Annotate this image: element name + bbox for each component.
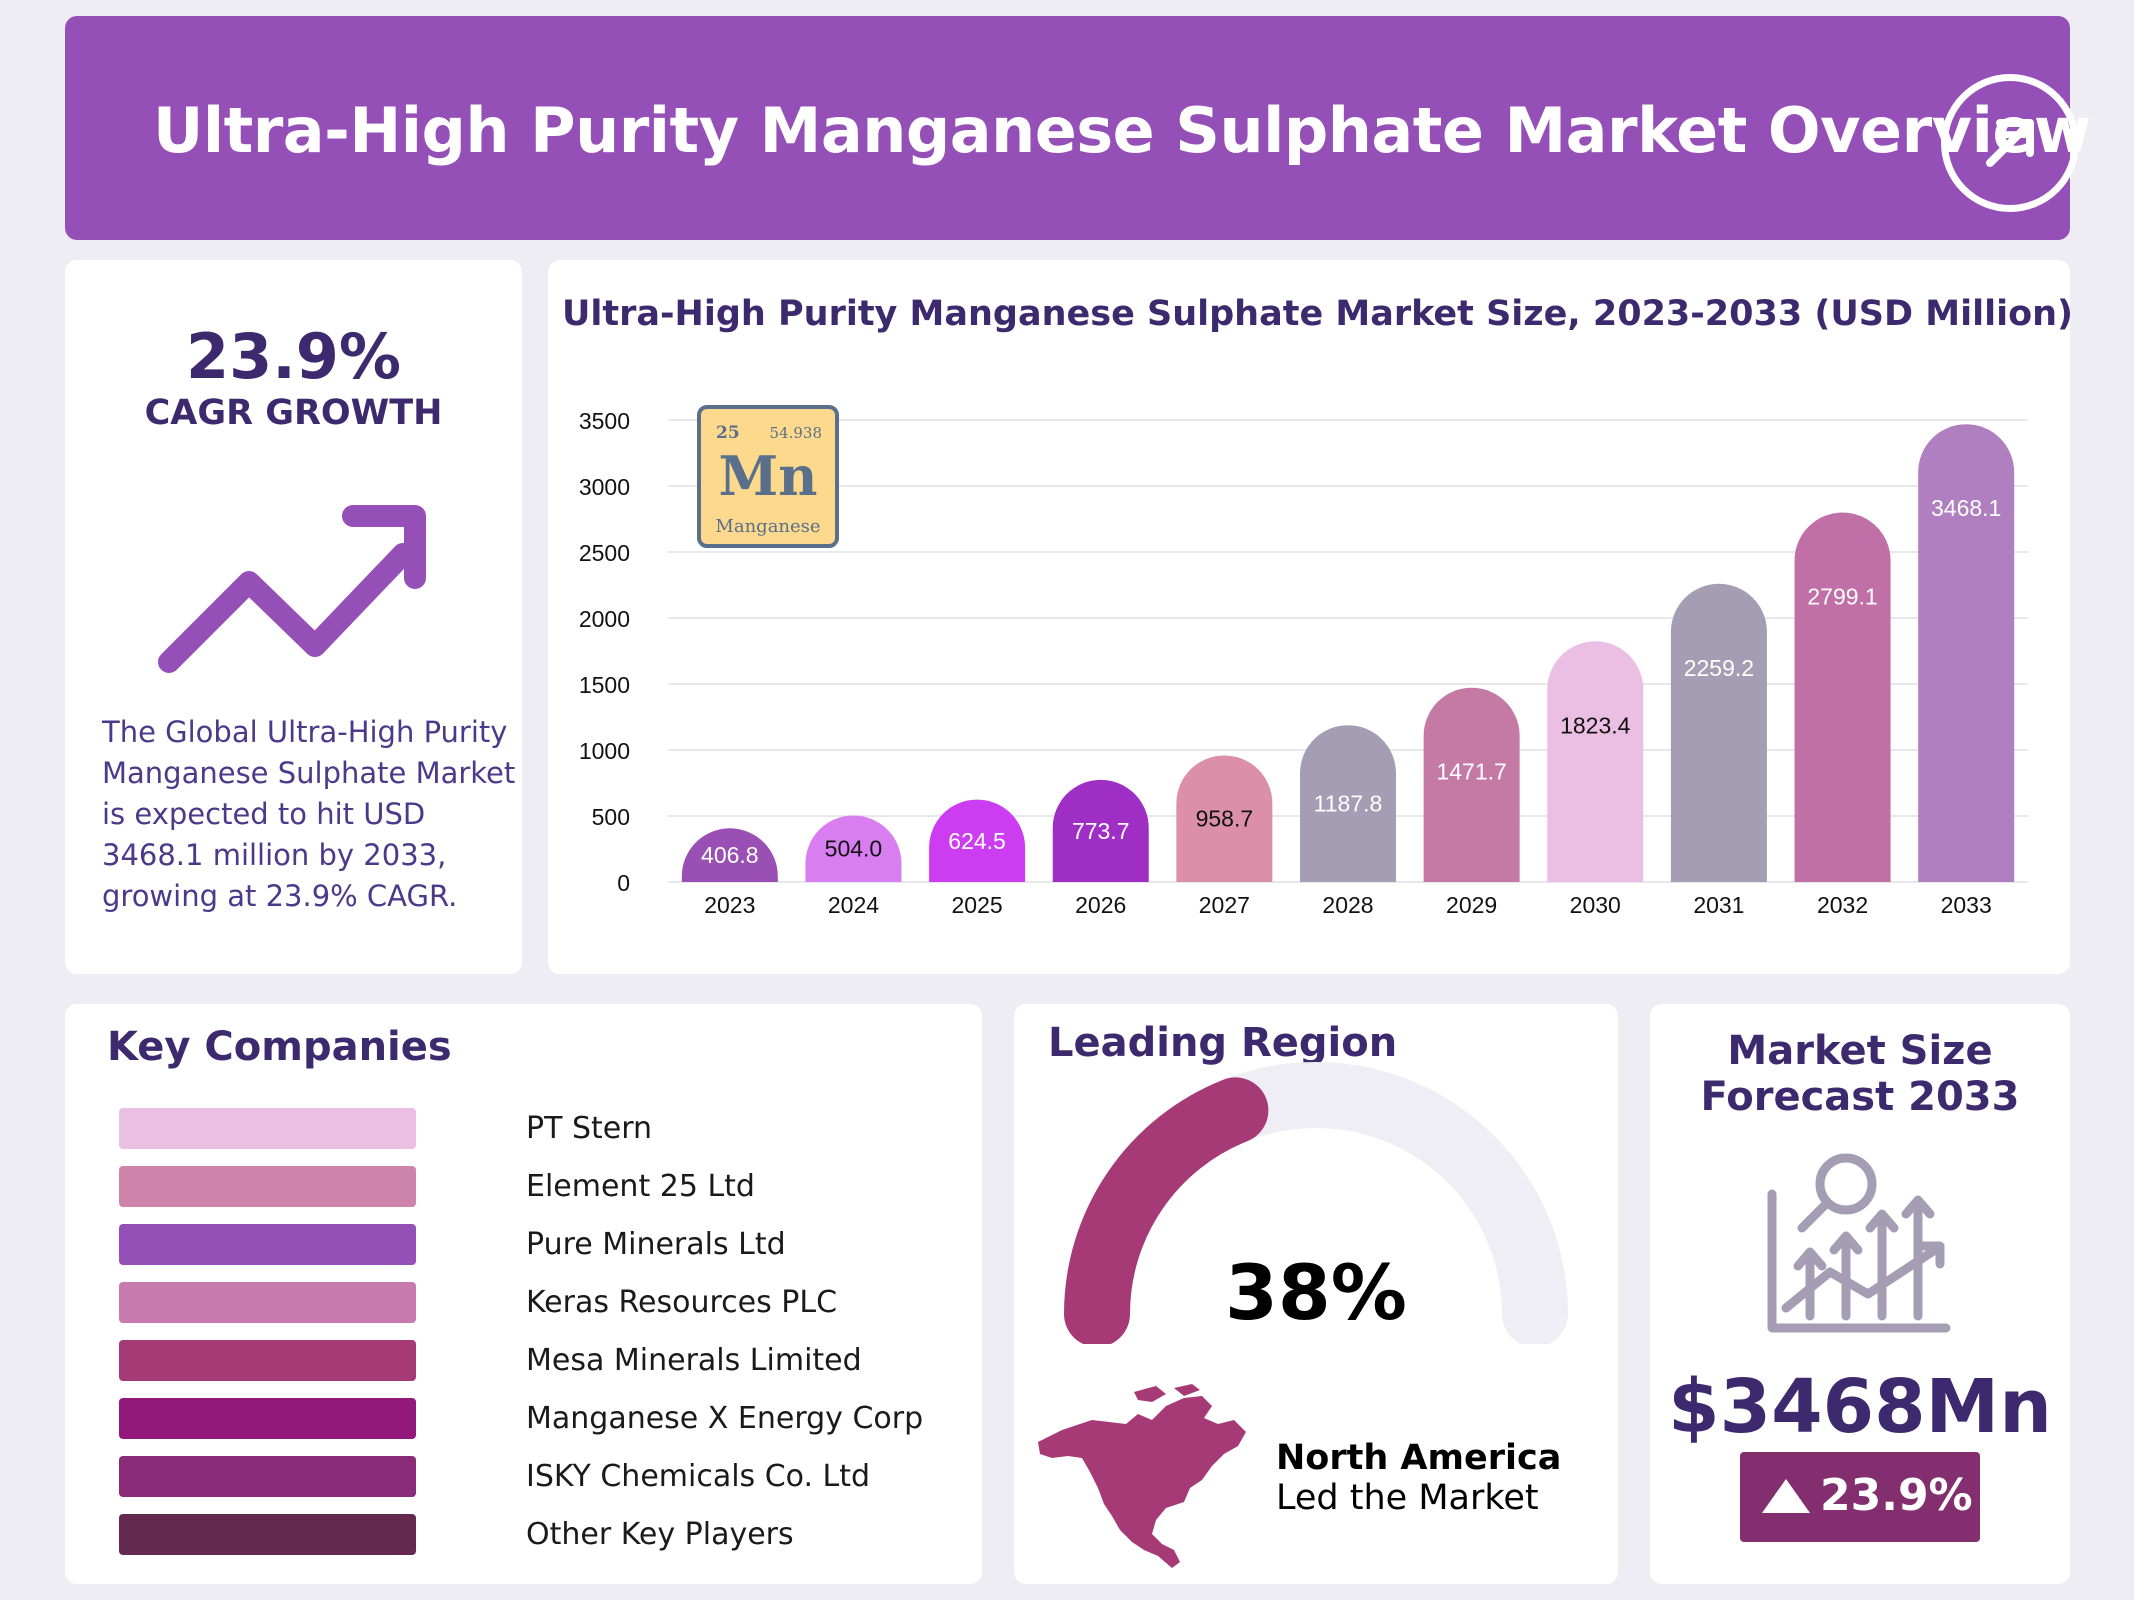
company-row: ISKY Chemicals Co. Ltd <box>119 1456 919 1498</box>
bar-2023 <box>681 828 778 882</box>
bar-value-label: 1471.7 <box>1436 759 1506 785</box>
company-color-swatch <box>119 1166 416 1207</box>
bar-2028 <box>1300 725 1396 882</box>
company-row: PT Stern <box>119 1108 919 1150</box>
y-tick-label: 500 <box>592 804 630 830</box>
chart-card: Ultra-High Purity Manganese Sulphate Mar… <box>548 260 2074 974</box>
company-row: Mesa Minerals Limited <box>119 1340 919 1382</box>
cagr-description: The Global Ultra-High Purity Manganese S… <box>102 715 516 913</box>
company-row: Other Key Players <box>119 1514 919 1556</box>
companies-title: Key Companies <box>107 1024 452 1070</box>
x-tick-label: 2023 <box>704 892 755 918</box>
company-name: ISKY Chemicals Co. Ltd <box>526 1459 871 1494</box>
x-tick-label: 2031 <box>1693 892 1744 918</box>
region-card: Leading Region 38% North America Led the… <box>1014 1004 1618 1584</box>
company-row: Manganese X Energy Corp <box>119 1398 923 1440</box>
chart-title: Ultra-High Purity Manganese Sulphate Mar… <box>562 294 2074 334</box>
x-tick-label: 2027 <box>1199 892 1250 918</box>
company-color-swatch <box>119 1456 416 1497</box>
bar-value-label: 3468.1 <box>1931 495 2001 521</box>
bar-2029 <box>1423 687 1520 882</box>
cagr-label: CAGR GROWTH <box>144 393 443 433</box>
page-title: Ultra-High Purity Manganese Sulphate Mar… <box>153 94 2091 167</box>
growth-badge: 23.9% <box>1740 1452 1980 1542</box>
bar-2030 <box>1547 641 1644 882</box>
company-color-swatch <box>119 1340 416 1381</box>
companies-card: Key Companies PT Stern Element 25 Ltd Pure… <box>65 1004 982 1584</box>
y-tick-label: 3000 <box>579 474 630 500</box>
company-name: Manganese X Energy Corp <box>526 1401 924 1436</box>
x-tick-label: 2028 <box>1322 892 1373 918</box>
y-tick-label: 2000 <box>579 606 630 632</box>
header-banner: Ultra-High Purity Manganese Sulphate Mar… <box>65 16 2091 240</box>
bar-value-label: 504.0 <box>825 836 883 862</box>
trend-up-arrow-icon <box>158 505 426 673</box>
company-row: Pure Minerals Ltd <box>119 1224 919 1266</box>
bar-2027 <box>1176 755 1273 882</box>
arrow-up-right-icon[interactable] <box>1941 74 2079 212</box>
x-tick-label: 2033 <box>1941 892 1992 918</box>
region-title: Leading Region <box>1048 1020 1398 1066</box>
company-row: Keras Resources PLC <box>119 1282 919 1324</box>
cagr-value: 23.9% <box>185 320 402 393</box>
y-tick-label: 1500 <box>579 672 630 698</box>
cagr-card: 23.9% CAGR GROWTH The Global Ultra-High … <box>65 260 522 974</box>
bar-2024 <box>805 815 902 882</box>
bar-2025 <box>929 799 1026 882</box>
forecast-card: Market Size Forecast 2033 $3468Mn 23.9% <box>1650 1004 2070 1584</box>
bar-value-label: 773.7 <box>1072 818 1130 844</box>
north-america-map-icon <box>1038 1384 1246 1568</box>
element-symbol: Mn <box>718 444 817 508</box>
x-tick-label: 2032 <box>1817 892 1868 918</box>
region-name: North America <box>1276 1438 1562 1478</box>
company-name: PT Stern <box>526 1111 653 1146</box>
company-name: Element 25 Ltd <box>526 1169 755 1204</box>
triangle-up-icon <box>1762 1479 1810 1513</box>
y-tick-label: 1000 <box>579 738 630 764</box>
bar-chart: 0 500 1000 1500 2000 2500 3000 3500 2023 406.8 20… <box>579 405 2028 918</box>
forecast-title: Market Size Forecast 2033 <box>1700 1028 2020 1120</box>
bar-value-label: 624.5 <box>948 828 1006 854</box>
bar-value-label: 406.8 <box>701 842 759 868</box>
region-share: 38% <box>1225 1248 1407 1337</box>
bar-2032 <box>1794 512 1891 882</box>
bar-2026 <box>1052 779 1149 882</box>
bar-2031 <box>1670 583 1767 882</box>
bar-value-label: 2259.2 <box>1684 655 1754 681</box>
y-tick-label: 0 <box>617 870 630 896</box>
company-color-swatch <box>119 1282 416 1323</box>
x-tick-label: 2025 <box>952 892 1003 918</box>
x-tick-label: 2024 <box>828 892 879 918</box>
element-number: 25 <box>716 423 740 443</box>
company-color-swatch <box>119 1108 416 1149</box>
region-gauge <box>1064 1062 1568 1344</box>
element-name: Manganese <box>715 516 820 537</box>
y-tick-label: 3500 <box>579 408 630 434</box>
x-tick-label: 2030 <box>1570 892 1621 918</box>
bar-value-label: 2799.1 <box>1807 584 1877 610</box>
element-tile: 25 54.938 Mn Manganese <box>697 405 839 548</box>
region-subtitle: Led the Market <box>1276 1478 1539 1518</box>
bar-value-label: 958.7 <box>1196 806 1254 832</box>
x-tick-label: 2029 <box>1446 892 1497 918</box>
growth-analysis-icon <box>1767 1153 1951 1333</box>
bar-value-label: 1187.8 <box>1314 791 1383 817</box>
company-color-swatch <box>119 1224 416 1265</box>
element-mass: 54.938 <box>770 424 823 442</box>
x-tick-label: 2026 <box>1075 892 1126 918</box>
company-color-swatch <box>119 1514 416 1555</box>
forecast-value: $3468Mn <box>1668 1364 2052 1450</box>
bar-2033 <box>1918 424 2015 882</box>
y-tick-label: 2500 <box>579 540 630 566</box>
company-row: Element 25 Ltd <box>119 1166 919 1208</box>
company-color-swatch <box>119 1398 416 1439</box>
company-name: Keras Resources PLC <box>526 1285 838 1320</box>
bar-value-label: 1823.4 <box>1560 712 1631 738</box>
growth-badge-value: 23.9% <box>1820 1470 1973 1521</box>
gauge-fill <box>1064 1077 1269 1344</box>
company-name: Mesa Minerals Limited <box>526 1343 862 1378</box>
company-name: Pure Minerals Ltd <box>526 1227 786 1262</box>
company-name: Other Key Players <box>526 1517 794 1552</box>
